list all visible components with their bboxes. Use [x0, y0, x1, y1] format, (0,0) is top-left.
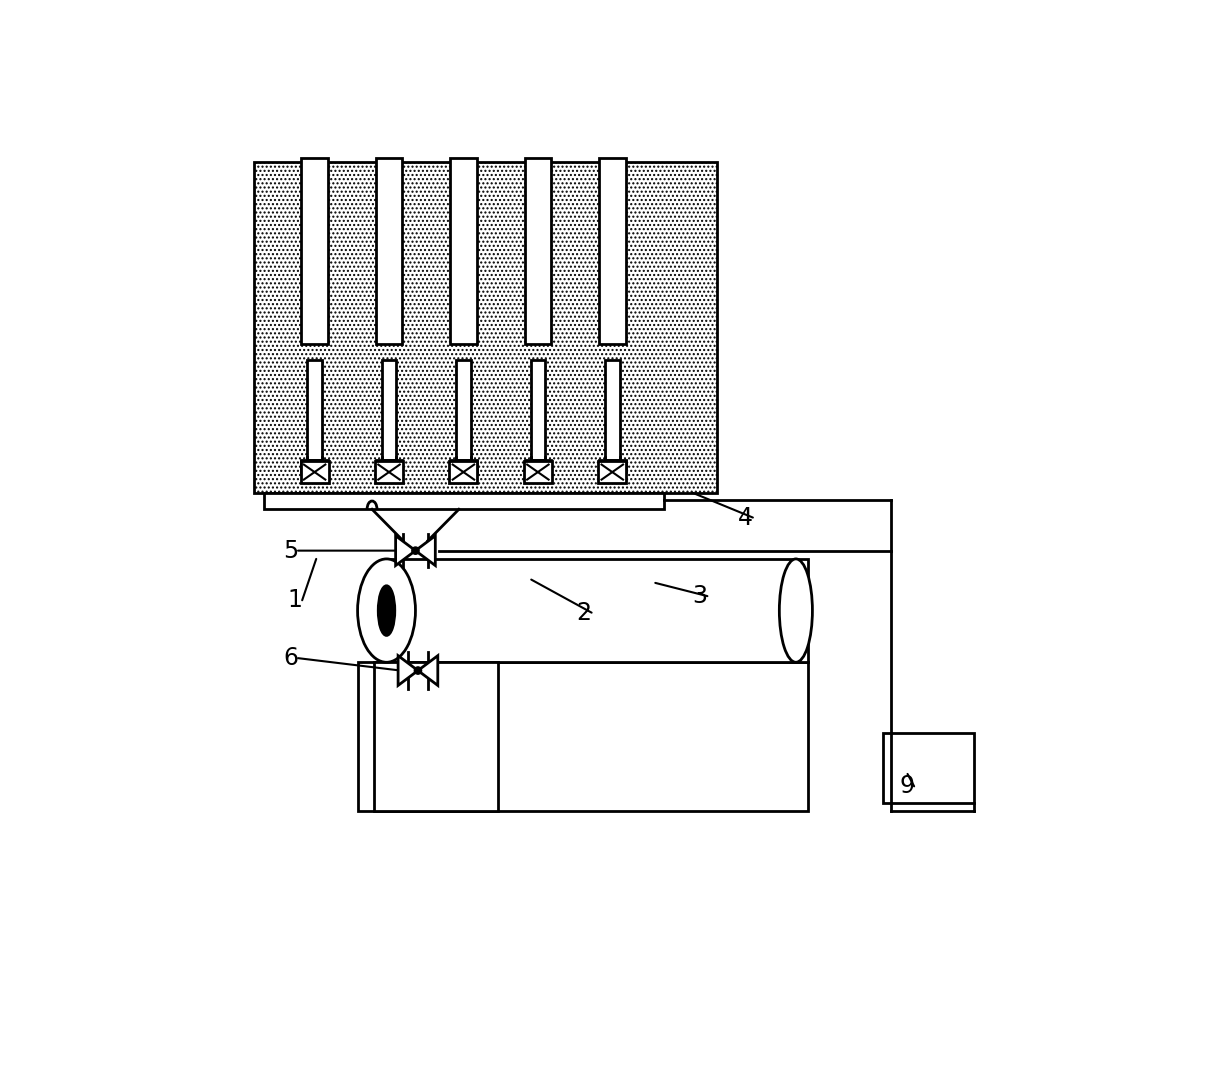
Ellipse shape [379, 585, 394, 636]
Text: 4: 4 [738, 506, 753, 529]
Bar [523, 462, 552, 483]
Bar [264, 493, 663, 509]
Polygon shape [396, 536, 415, 566]
Bar [302, 460, 328, 473]
Text: 5: 5 [283, 539, 298, 563]
Bar [300, 462, 328, 483]
Text: 2: 2 [576, 600, 592, 625]
Bar [450, 158, 476, 344]
Bar [605, 361, 620, 460]
Bar [308, 361, 322, 460]
Ellipse shape [357, 558, 415, 663]
Ellipse shape [779, 558, 813, 663]
Bar [531, 361, 545, 460]
Polygon shape [398, 655, 418, 685]
Bar [382, 361, 397, 460]
Bar [599, 460, 626, 473]
Bar [450, 460, 476, 473]
Polygon shape [418, 655, 438, 685]
Bar [375, 462, 403, 483]
Text: 6: 6 [283, 647, 298, 670]
Circle shape [411, 547, 420, 554]
Bar [254, 162, 718, 493]
Polygon shape [415, 536, 435, 566]
Text: 9: 9 [900, 774, 914, 798]
Bar [302, 158, 328, 344]
Bar [525, 158, 551, 344]
Bar [599, 158, 626, 344]
Bar [598, 462, 626, 483]
Bar [450, 462, 478, 483]
Bar [456, 361, 470, 460]
Circle shape [415, 667, 422, 674]
Text: 3: 3 [692, 584, 708, 608]
Bar [376, 158, 403, 344]
Bar [376, 460, 403, 473]
Bar [254, 162, 718, 493]
Bar [883, 732, 973, 803]
Bar [374, 663, 498, 811]
Bar [357, 663, 808, 811]
Bar [386, 558, 808, 663]
Bar [525, 460, 551, 473]
Text: 1: 1 [287, 589, 303, 612]
